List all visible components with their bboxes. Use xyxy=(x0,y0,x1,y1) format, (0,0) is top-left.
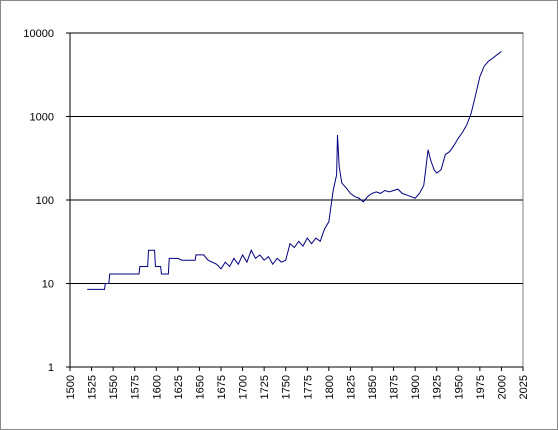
y-tick-label: 1 xyxy=(48,362,54,374)
y-tick-label: 100 xyxy=(36,195,54,207)
x-tick-label: 1725 xyxy=(259,375,271,399)
y-tick-label: 1000 xyxy=(30,112,54,124)
x-tick-label: 1750 xyxy=(281,375,293,399)
x-tick-label: 2025 xyxy=(518,375,530,399)
x-tick-label: 2000 xyxy=(496,375,508,399)
x-tick-label: 1625 xyxy=(173,375,185,399)
x-tick-label: 1675 xyxy=(216,375,228,399)
x-tick-label: 1800 xyxy=(324,375,336,399)
x-tick-label: 1875 xyxy=(389,375,401,399)
y-tick-label: 10 xyxy=(42,279,54,291)
x-tick-label: 1775 xyxy=(302,375,314,399)
x-tick-label: 1575 xyxy=(130,375,142,399)
x-tick-label: 1600 xyxy=(151,375,163,399)
y-tick-label: 10000 xyxy=(23,28,54,40)
x-tick-label: 1500 xyxy=(65,375,77,399)
x-tick-label: 1700 xyxy=(238,375,250,399)
x-tick-label: 1900 xyxy=(410,375,422,399)
data-line xyxy=(87,51,502,290)
x-tick-label: 1850 xyxy=(367,375,379,399)
x-tick-label: 1925 xyxy=(432,375,444,399)
x-tick-label: 1525 xyxy=(87,375,99,399)
x-tick-label: 1550 xyxy=(108,375,120,399)
x-tick-label: 1650 xyxy=(194,375,206,399)
x-tick-label: 1975 xyxy=(475,375,487,399)
x-tick-label: 1825 xyxy=(345,375,357,399)
x-tick-label: 1950 xyxy=(453,375,465,399)
